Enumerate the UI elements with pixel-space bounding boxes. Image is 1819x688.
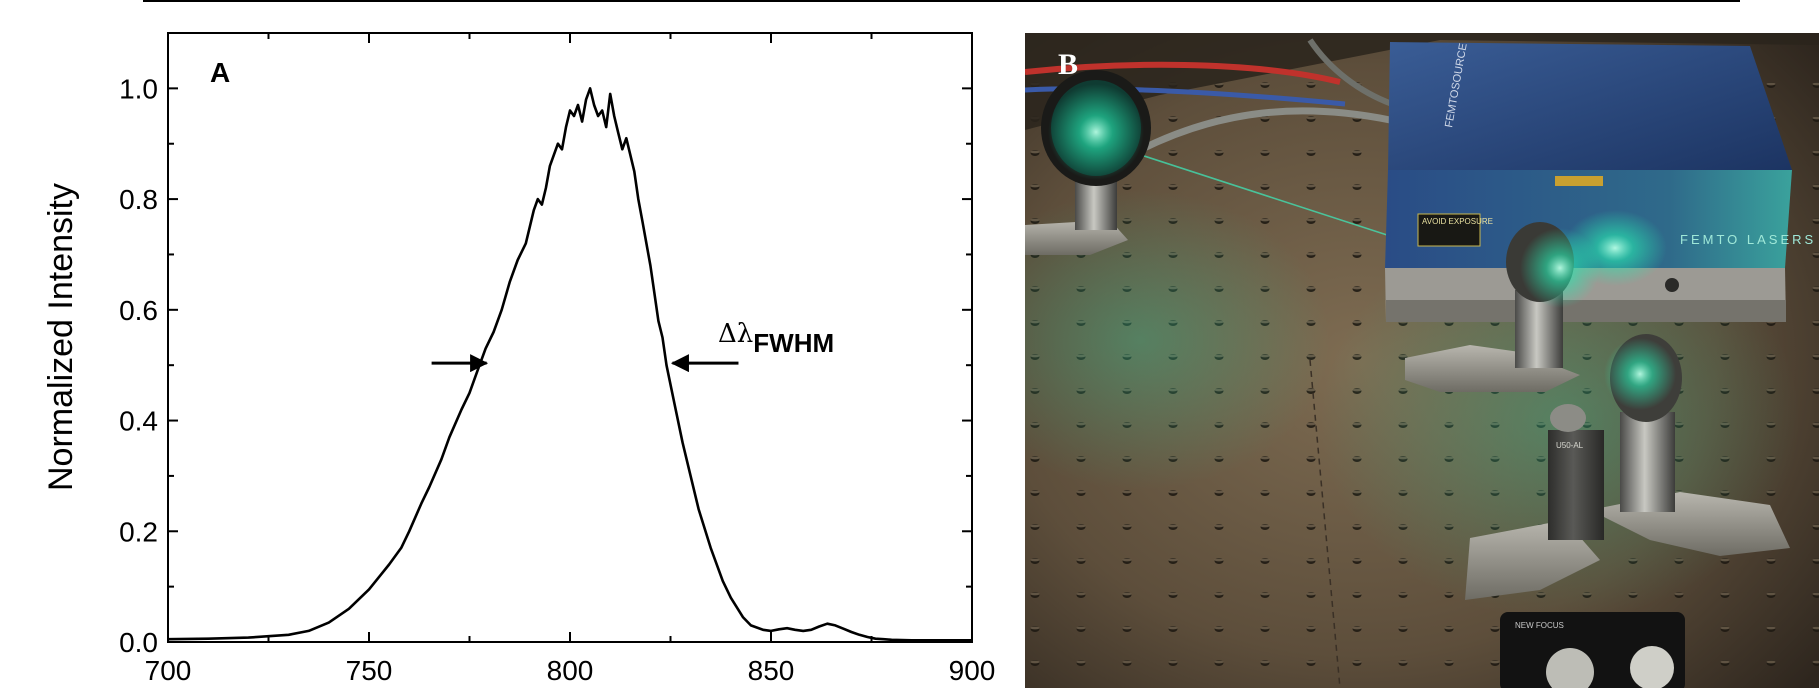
laser-housing: FEMTOSOURCE AVOID EXPOSURE FEMTO LASERS [1385,42,1816,322]
spectrum-line [167,87,972,642]
y-axis-label: Normalized Intensity [42,183,80,491]
panel-b-label: B [1058,48,1078,81]
grey-cable-2 [1307,38,1394,107]
device-maker: FEMTO LASERS [1680,232,1816,247]
red-cable [1025,61,1341,85]
green-haze-left [1025,190,1330,490]
x-tick-label: 850 [748,655,795,686]
laser-aperture-sticker [1555,176,1603,186]
mount-label: U50-AL [1556,441,1584,450]
x-tick-label: 700 [145,655,192,686]
y-tick-label: 1.0 [119,73,158,104]
fwhm-annotation: ΔλFWHM [718,319,834,358]
left-mirror-mount: B [1025,48,1151,255]
x-axis-ticks [167,33,973,642]
fwhm-delta-lambda: Δλ [718,319,753,349]
warning-sticker [1417,213,1481,247]
y-tick-label: 0.6 [119,295,158,326]
panel-a-plot: 700 750 800 850 900 0.0 0.2 0.4 0.6 0.8 1.0 Norma… [42,32,996,686]
x-tick-label: 900 [949,655,996,686]
grey-cable [1138,107,1391,154]
x-tick-label: 800 [547,655,594,686]
y-axis-ticks [168,32,972,643]
fwhm-subscript: FWHM [753,328,834,358]
y-tick-label: 0.8 [119,184,158,215]
panel-b-photo: B FEMTOSOURCE AVOID EXPOSURE FEMTO LASER… [1025,33,1819,688]
steering-mirror-2 [1590,334,1790,556]
y-tick-label: 0.4 [119,406,158,437]
panel-a-label: A [210,57,230,88]
plot-frame [167,32,973,643]
housing-plinth-shade [1386,300,1786,322]
y-tick-label: 0.2 [119,516,158,547]
x-tick-labels: 700 750 800 850 900 [145,655,996,686]
background-wall [1025,33,1819,130]
housing-knob [1665,278,1679,292]
steering-mirror-1 [1405,222,1600,392]
post-holder-u50: U50-AL [1465,404,1604,600]
x-tick-label: 750 [346,655,393,686]
mount-brand: NEW FOCUS [1515,621,1564,630]
y-tick-label: 0.0 [119,627,158,658]
warning-label: AVOID EXPOSURE [1422,217,1493,226]
new-focus-stage: NEW FOCUS [1500,612,1685,688]
housing-top [1388,42,1792,170]
y-tick-labels: 0.0 0.2 0.4 0.6 0.8 1.0 [119,73,158,658]
